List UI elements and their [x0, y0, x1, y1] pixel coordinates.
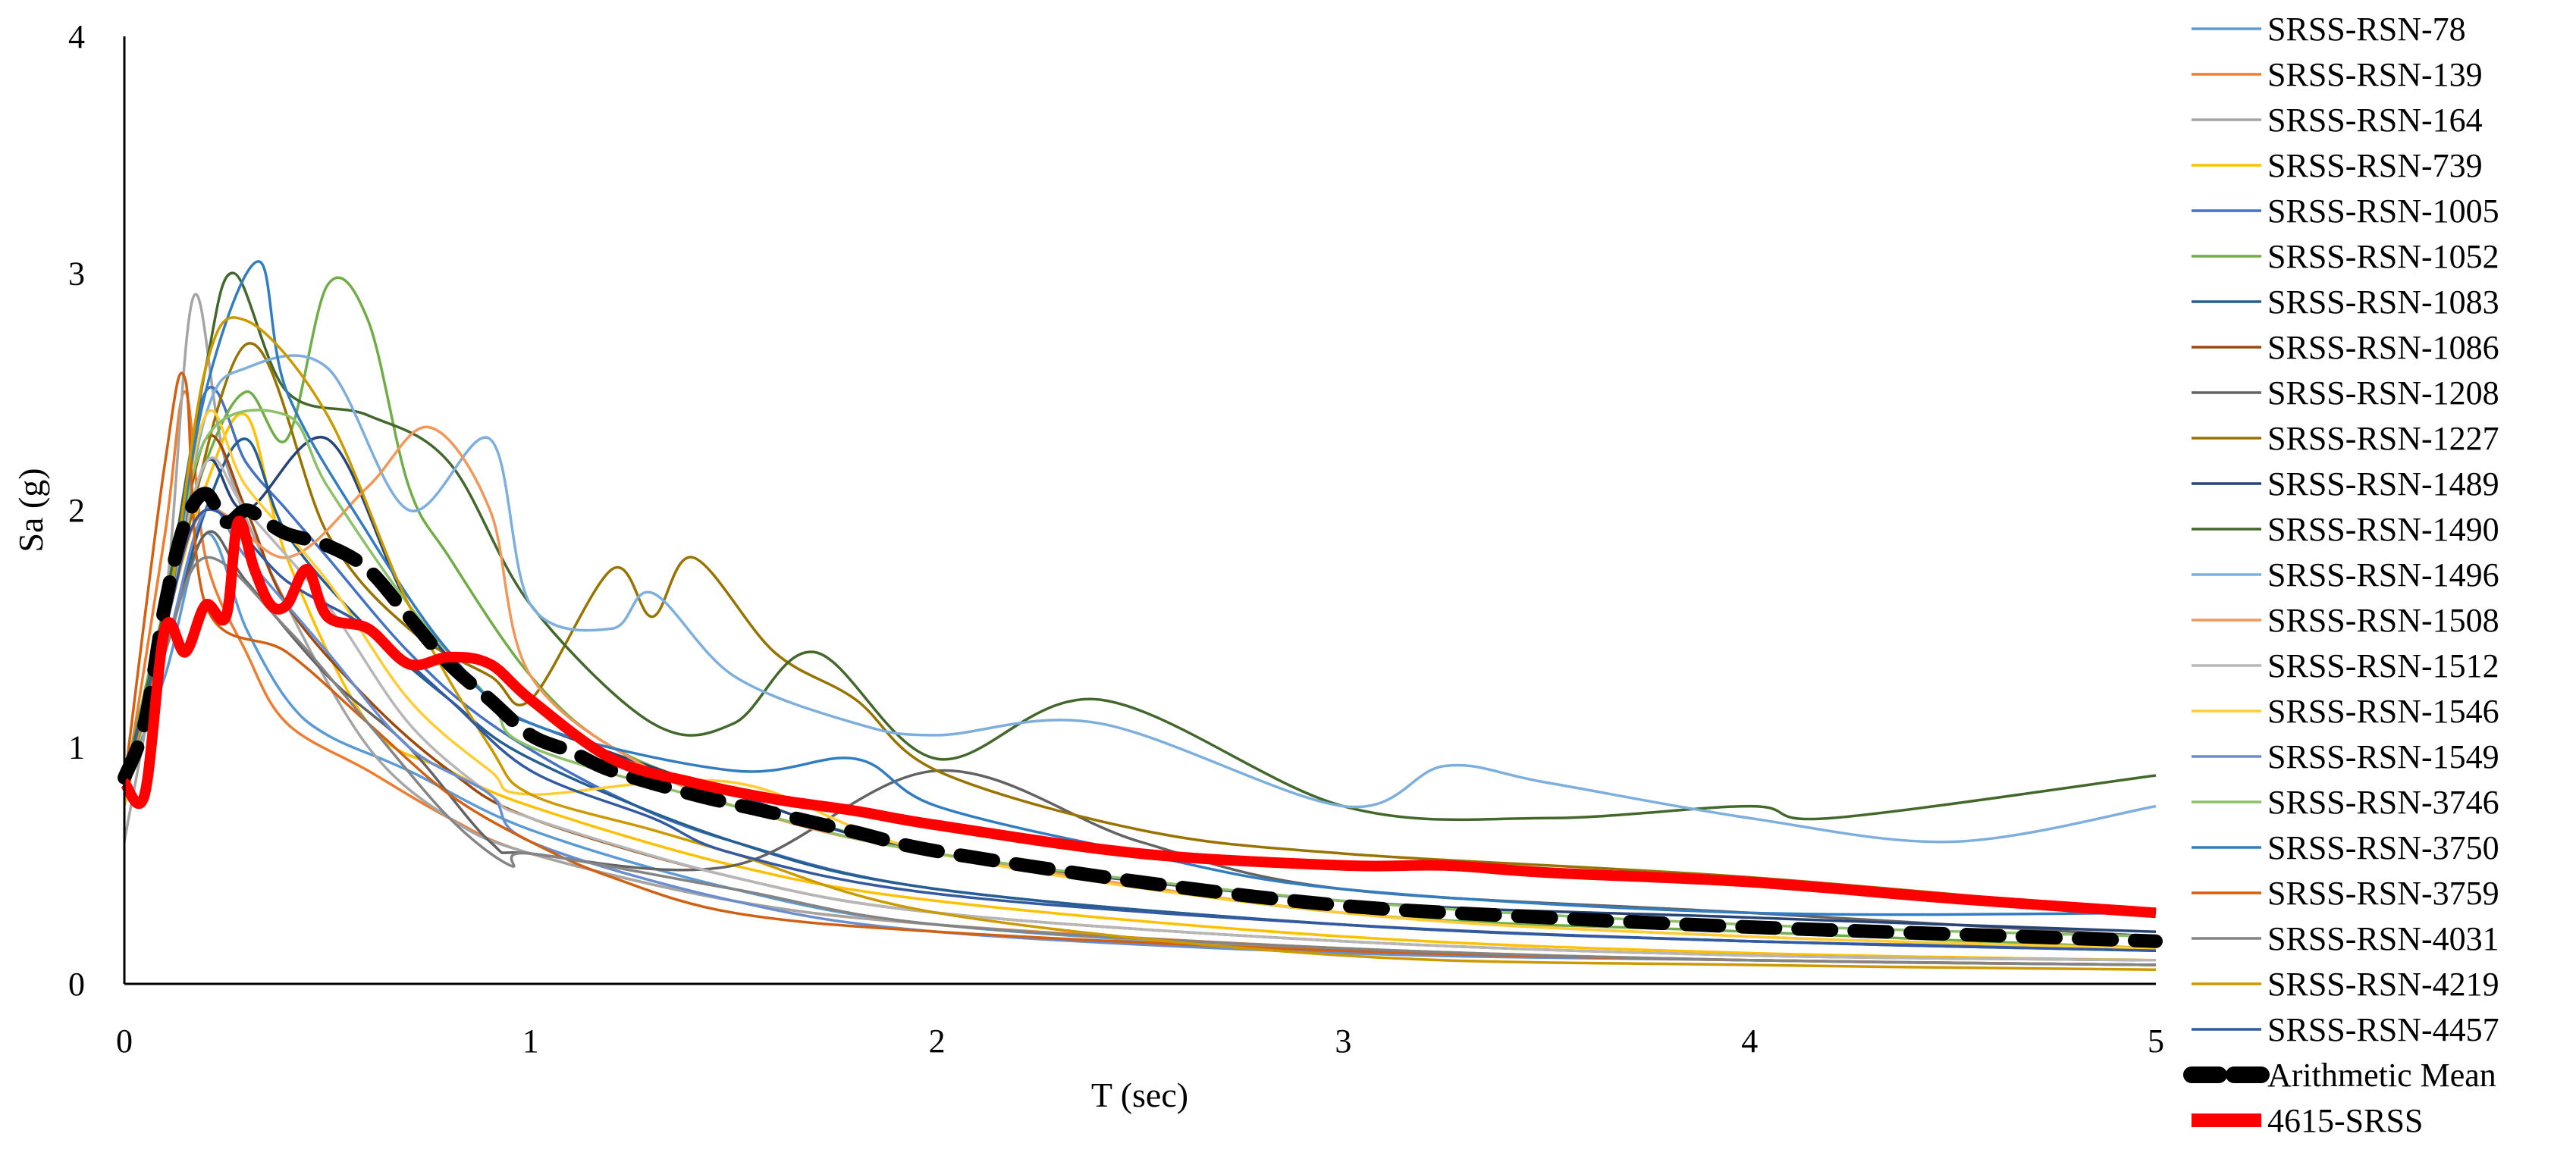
legend-label: SRSS-RSN-3759 [2267, 875, 2499, 912]
series-line-21 [123, 316, 2157, 972]
y-tick-label: 4 [68, 18, 85, 55]
legend-label: SRSS-RSN-1052 [2267, 238, 2499, 275]
series-line-11 [123, 271, 2157, 822]
y-tick-labels: 0 1 2 3 4 [68, 18, 85, 1003]
x-tick-labels: 0 1 2 3 4 5 [116, 1023, 2164, 1060]
legend-label: SRSS-RSN-1512 [2267, 647, 2499, 684]
series-line-14 [123, 456, 2157, 962]
x-tick-label: 1 [522, 1023, 539, 1060]
series-line-16 [123, 505, 2157, 966]
legend-label: SRSS-RSN-1490 [2267, 511, 2499, 548]
series-line-6 [123, 437, 2157, 953]
legend-label: SRSS-RSN-3746 [2267, 784, 2499, 821]
axes: 0 1 2 3 4 5 0 1 2 3 4 T (sec) Sa (g) [11, 18, 2164, 1114]
series-line-15 [123, 409, 2157, 950]
legend-label: SRSS-RSN-3750 [2267, 829, 2499, 866]
x-tick-label: 0 [116, 1023, 133, 1060]
y-tick-label: 0 [68, 966, 85, 1003]
x-tick-label: 4 [1741, 1023, 1758, 1060]
x-tick-label: 2 [929, 1023, 946, 1060]
legend-label: SRSS-RSN-1549 [2267, 738, 2499, 775]
legend-label: SRSS-RSN-1086 [2267, 329, 2499, 366]
legend-label: SRSS-RSN-1489 [2267, 465, 2499, 503]
y-tick-label: 3 [68, 255, 85, 293]
legend-label: SRSS-RSN-1227 [2267, 420, 2499, 457]
series-line-18 [123, 260, 2157, 916]
legend-label: SRSS-RSN-1508 [2267, 602, 2499, 639]
series-line-9 [123, 342, 2157, 915]
legend-label: SRSS-RSN-1005 [2267, 193, 2499, 230]
x-tick-label: 5 [2148, 1023, 2164, 1060]
x-axis-title: T (sec) [1091, 1076, 1188, 1114]
legend-label: SRSS-RSN-1546 [2267, 693, 2499, 730]
series-line-24 [120, 515, 2157, 919]
series-line-13 [123, 425, 2157, 950]
legend-label: SRSS-RSN-739 [2267, 147, 2483, 184]
series-line-22 [123, 508, 2157, 953]
legend-label: Arithmetic Mean [2267, 1057, 2496, 1094]
plot-area [118, 260, 2163, 972]
legend-label: SRSS-RSN-1208 [2267, 374, 2499, 412]
y-tick-label: 2 [68, 492, 85, 529]
series-line-12 [123, 354, 2157, 844]
legend-label: SRSS-RSN-4457 [2267, 1011, 2499, 1048]
legend-label: SRSS-RSN-164 [2267, 102, 2483, 139]
series-line-0 [123, 531, 2157, 966]
legend-label: 4615-SRSS [2267, 1102, 2423, 1139]
x-tick-label: 3 [1335, 1023, 1351, 1060]
legend-label: SRSS-RSN-78 [2267, 11, 2466, 48]
y-axis-title: Sa (g) [11, 468, 50, 552]
legend-label: SRSS-RSN-139 [2267, 56, 2483, 93]
legend-label: SRSS-RSN-4031 [2267, 920, 2499, 957]
legend: SRSS-RSN-78 SRSS-RSN-139 SRSS-RSN-164 SRSS-… [2183, 11, 2499, 1139]
y-tick-label: 1 [68, 729, 85, 766]
series-line-23 [118, 487, 2163, 948]
legend-label: SRSS-RSN-4219 [2267, 966, 2499, 1003]
legend-label: SRSS-RSN-1496 [2267, 556, 2499, 594]
series-line-5 [123, 276, 2157, 950]
legend-label: SRSS-RSN-1083 [2267, 283, 2499, 321]
